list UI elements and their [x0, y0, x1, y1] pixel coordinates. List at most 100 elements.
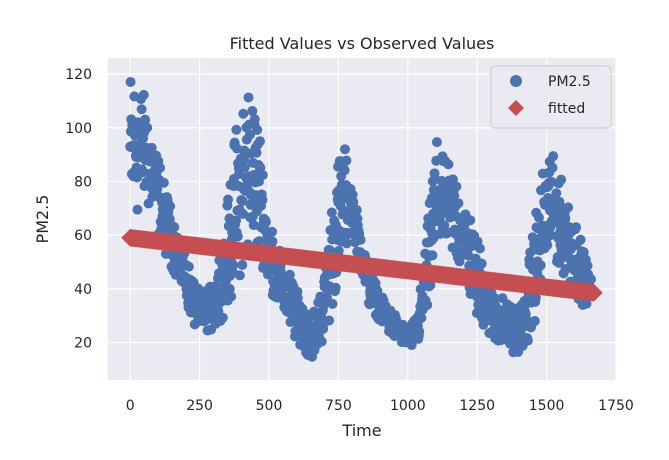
x-tick-label: 750	[325, 398, 352, 414]
pm25-point	[249, 114, 260, 125]
pm25-point	[158, 177, 169, 188]
pm25-point	[254, 136, 265, 147]
x-tick-label: 1750	[598, 398, 634, 414]
pm25-point	[257, 194, 268, 205]
pm25-point	[155, 162, 166, 173]
y-tick-label: 100	[65, 121, 92, 137]
pm25-point	[231, 124, 242, 135]
pm25-point	[226, 291, 237, 302]
pm25-point	[234, 270, 245, 281]
x-tick-label: 250	[186, 398, 213, 414]
pm25-point	[165, 201, 176, 212]
pm25-point	[341, 155, 352, 166]
pm25-point	[575, 234, 586, 245]
fitted-series	[121, 228, 603, 302]
pm25-point	[140, 114, 151, 125]
pm25-point	[556, 174, 567, 185]
pm25-point	[142, 122, 153, 133]
x-tick-label: 1000	[390, 398, 426, 414]
chart-title: Fitted Values vs Observed Values	[230, 34, 495, 53]
y-axis-label: PM2.5	[33, 195, 52, 244]
y-tick-label: 80	[74, 174, 92, 190]
pm25-point	[548, 151, 559, 162]
pm25-point	[355, 234, 366, 245]
pm25-point	[251, 147, 262, 158]
pm25-point	[169, 222, 180, 233]
pm25-point	[542, 240, 553, 251]
pm25-point	[339, 144, 350, 155]
x-axis-label: Time	[341, 421, 381, 440]
pm25-point	[238, 108, 249, 119]
pm25-point	[535, 260, 546, 271]
y-tick-label: 60	[74, 228, 92, 244]
pm25-point	[244, 129, 255, 140]
pm25-point	[586, 274, 597, 285]
pm25-point	[327, 298, 338, 309]
x-tick-label: 0	[126, 398, 135, 414]
pm25-point	[530, 292, 541, 303]
pm25-point	[183, 261, 194, 272]
pm25-point	[228, 260, 239, 271]
pm25-point	[257, 170, 268, 181]
y-tick-label: 20	[74, 335, 92, 351]
pm25-point	[232, 231, 243, 242]
pm25-point	[560, 264, 571, 275]
y-tick-label: 120	[65, 67, 92, 83]
pm25-point	[443, 159, 454, 170]
pm25-point	[146, 142, 157, 153]
pm25-point	[547, 162, 558, 173]
fitted-point	[584, 283, 603, 302]
pm25-point	[545, 230, 556, 241]
pm25-point	[231, 215, 242, 226]
pm25-point	[347, 189, 358, 200]
pm25-point	[339, 165, 350, 176]
y-tick-label: 40	[74, 282, 92, 298]
pm25-point	[465, 215, 476, 226]
pm25-point	[316, 336, 327, 347]
pm25-point	[267, 236, 278, 247]
pm25-point	[292, 292, 303, 303]
pm25-point	[136, 104, 147, 115]
pm25-point	[333, 245, 344, 256]
pm25-point	[416, 312, 427, 323]
pm25-point	[247, 105, 258, 116]
pm25-point	[414, 326, 425, 337]
pm25-point	[321, 292, 332, 303]
pm25-point	[132, 204, 143, 215]
pm25-point	[581, 298, 592, 309]
pm25-point	[324, 315, 335, 326]
pm25-point	[243, 92, 254, 103]
pm25-point	[267, 226, 278, 237]
pm25-point	[422, 299, 433, 310]
pm25-point	[252, 124, 263, 135]
pm25-point	[560, 213, 571, 224]
pm25-point	[489, 293, 500, 304]
legend-label-pm25: PM2.5	[548, 74, 591, 90]
y-tick-labels: 20 40 60 80 100 120	[65, 67, 92, 351]
pm25-point	[425, 280, 436, 291]
pm25-point	[431, 137, 442, 148]
pm25-point	[330, 282, 341, 293]
pm25-point	[284, 269, 295, 280]
pm25-point	[563, 202, 574, 213]
pm25-point	[529, 315, 540, 326]
pm25-point	[533, 212, 544, 223]
pm25-point	[476, 258, 487, 269]
pm25-point	[239, 162, 250, 173]
legend-marker-pm25	[510, 75, 522, 87]
legend-label-fitted: fitted	[548, 101, 585, 117]
pm25-point	[522, 335, 533, 346]
pm25-point	[341, 238, 352, 249]
pm25-point	[427, 250, 438, 261]
pm25-point	[254, 236, 265, 247]
pm25-point	[449, 190, 460, 201]
pm25-point	[551, 188, 562, 199]
pm25-point	[453, 198, 464, 209]
pm25-point	[260, 216, 271, 227]
pm25-point	[351, 205, 362, 216]
x-tick-label: 1500	[529, 398, 565, 414]
x-tick-labels: 0 250 500 750 1000 1250 1500 1750	[126, 398, 634, 414]
pm25-point	[326, 207, 337, 218]
legend: PM2.5 fitted	[490, 65, 612, 129]
